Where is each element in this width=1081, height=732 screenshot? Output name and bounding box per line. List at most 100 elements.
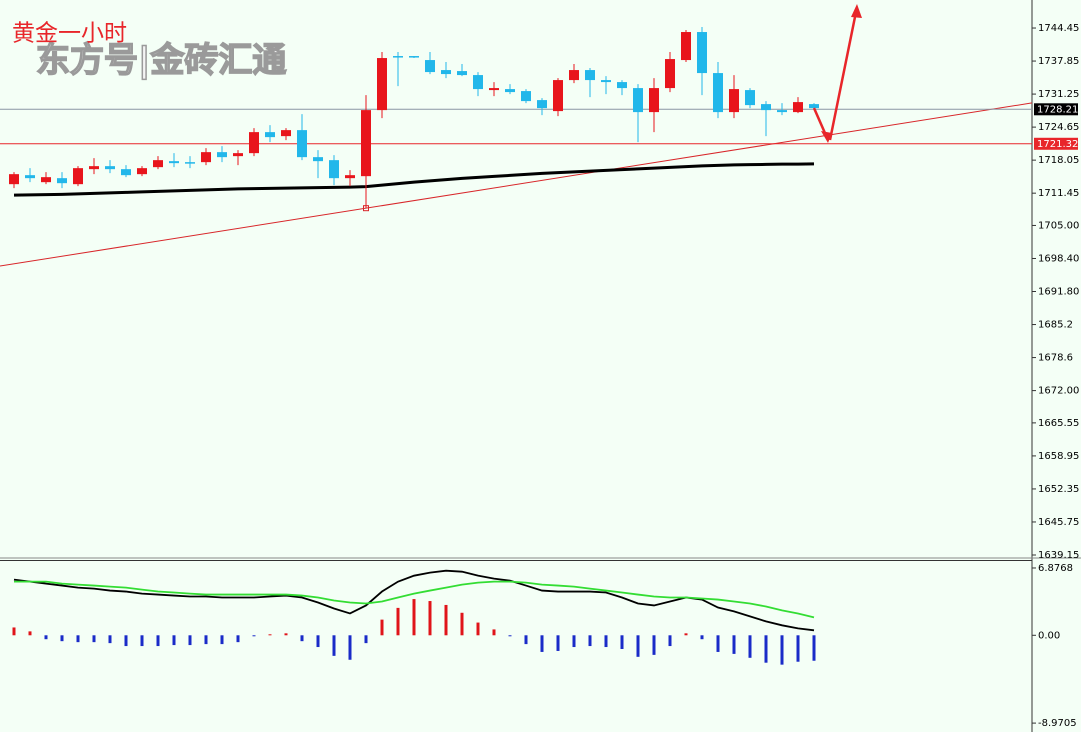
macd-bar bbox=[540, 635, 544, 652]
candle-body bbox=[281, 130, 291, 137]
macd-bar bbox=[700, 635, 704, 640]
watermark: 东方号|金砖汇通 bbox=[36, 41, 286, 81]
macd-bar bbox=[572, 635, 576, 648]
macd-bar bbox=[252, 635, 256, 637]
macd-bar bbox=[204, 635, 208, 645]
macd-bar bbox=[220, 635, 224, 645]
y-tick-label: 6.8768 bbox=[1038, 563, 1073, 574]
arrow-up bbox=[828, 11, 858, 141]
candle-body bbox=[681, 32, 691, 61]
y-tick-label: 1639.15 bbox=[1038, 550, 1079, 561]
arrow-head bbox=[821, 131, 832, 143]
candle-body bbox=[185, 162, 195, 164]
macd-bar bbox=[460, 612, 464, 636]
macd-bar bbox=[508, 635, 512, 637]
chart-title: 黄金一小时 bbox=[12, 21, 127, 47]
price-label: 1728.21 bbox=[1037, 104, 1078, 115]
y-tick-label: 1711.45 bbox=[1038, 188, 1079, 199]
candle-body bbox=[553, 80, 563, 112]
candle-body bbox=[153, 160, 163, 168]
macd-bar bbox=[268, 634, 272, 636]
candle-body bbox=[473, 75, 483, 90]
macd-bar bbox=[44, 635, 48, 640]
candle-body bbox=[105, 166, 115, 170]
macd-bar bbox=[732, 635, 736, 654]
y-tick-label: 1705.00 bbox=[1038, 220, 1079, 231]
macd-bar bbox=[556, 635, 560, 651]
macd-bar bbox=[300, 635, 304, 642]
y-tick-label: 1685.2 bbox=[1038, 320, 1073, 331]
candle-body bbox=[649, 88, 659, 113]
candle-body bbox=[265, 132, 275, 138]
macd-bar bbox=[92, 635, 96, 643]
candle-body bbox=[57, 178, 67, 184]
macd-bar bbox=[668, 635, 672, 647]
macd-bar bbox=[444, 604, 448, 636]
macd-bar bbox=[652, 635, 656, 655]
price-label-box bbox=[1034, 137, 1078, 150]
macd-line bbox=[14, 580, 815, 619]
candle-body bbox=[457, 71, 467, 76]
macd-bar bbox=[604, 635, 608, 648]
candle-body bbox=[713, 73, 723, 113]
candle-body bbox=[425, 60, 435, 73]
candle-body bbox=[25, 175, 35, 179]
candle-body bbox=[665, 59, 675, 89]
macd-line bbox=[13, 569, 815, 632]
macd-bar bbox=[76, 635, 80, 643]
macd-bar bbox=[380, 619, 384, 636]
macd-bar bbox=[812, 635, 816, 661]
y-tick-label: 1691.80 bbox=[1038, 287, 1079, 298]
candle-body bbox=[9, 174, 19, 185]
macd-bar bbox=[476, 622, 480, 636]
candle-body bbox=[585, 70, 595, 81]
candle-body bbox=[361, 110, 371, 177]
candle-body bbox=[137, 168, 147, 175]
macd-bar bbox=[188, 635, 192, 646]
candle-body bbox=[601, 80, 611, 83]
candle-body bbox=[537, 100, 547, 109]
y-tick-label: 0.00 bbox=[1038, 630, 1060, 641]
macd-bar bbox=[412, 599, 416, 636]
macd-bar bbox=[636, 635, 640, 657]
candle-body bbox=[377, 58, 387, 111]
macd-bar bbox=[588, 635, 592, 647]
macd-bar bbox=[684, 633, 688, 636]
macd-bar bbox=[524, 635, 528, 645]
candle-body bbox=[249, 132, 259, 154]
y-tick-label: 1645.75 bbox=[1038, 517, 1079, 528]
y-tick-label: 1724.65 bbox=[1038, 122, 1079, 133]
macd-bar bbox=[764, 635, 768, 663]
candle-body bbox=[697, 32, 707, 74]
arrow-head bbox=[851, 4, 862, 18]
trendline bbox=[0, 102, 1033, 267]
macd-bar bbox=[124, 635, 128, 647]
candle-body bbox=[793, 102, 803, 113]
macd-bar bbox=[12, 627, 16, 636]
forecast-arrow bbox=[812, 4, 862, 143]
macd-bar bbox=[60, 635, 64, 642]
candle-body bbox=[729, 89, 739, 113]
y-tick-label: 1698.40 bbox=[1038, 253, 1079, 264]
candle-body bbox=[441, 70, 451, 75]
macd-bar bbox=[172, 635, 176, 646]
candle-body bbox=[313, 157, 323, 162]
price-label-box bbox=[1034, 103, 1078, 116]
candle-body bbox=[745, 90, 755, 106]
candle-body bbox=[409, 56, 419, 58]
candle-body bbox=[297, 130, 307, 158]
y-tick-label: 1658.95 bbox=[1038, 451, 1079, 462]
candle-body bbox=[505, 89, 515, 93]
candle-body bbox=[233, 153, 243, 157]
candle-body bbox=[169, 161, 179, 164]
candle-body bbox=[521, 91, 531, 102]
macd-bar bbox=[236, 635, 240, 643]
y-tick-label: 1718.05 bbox=[1038, 155, 1079, 166]
y-tick-label: 1737.85 bbox=[1038, 56, 1079, 67]
candle-body bbox=[569, 70, 579, 81]
macd-bar bbox=[364, 635, 368, 644]
macd-bar bbox=[332, 635, 336, 656]
macd-bar bbox=[716, 635, 720, 652]
price-label: 1721.32 bbox=[1037, 139, 1078, 150]
